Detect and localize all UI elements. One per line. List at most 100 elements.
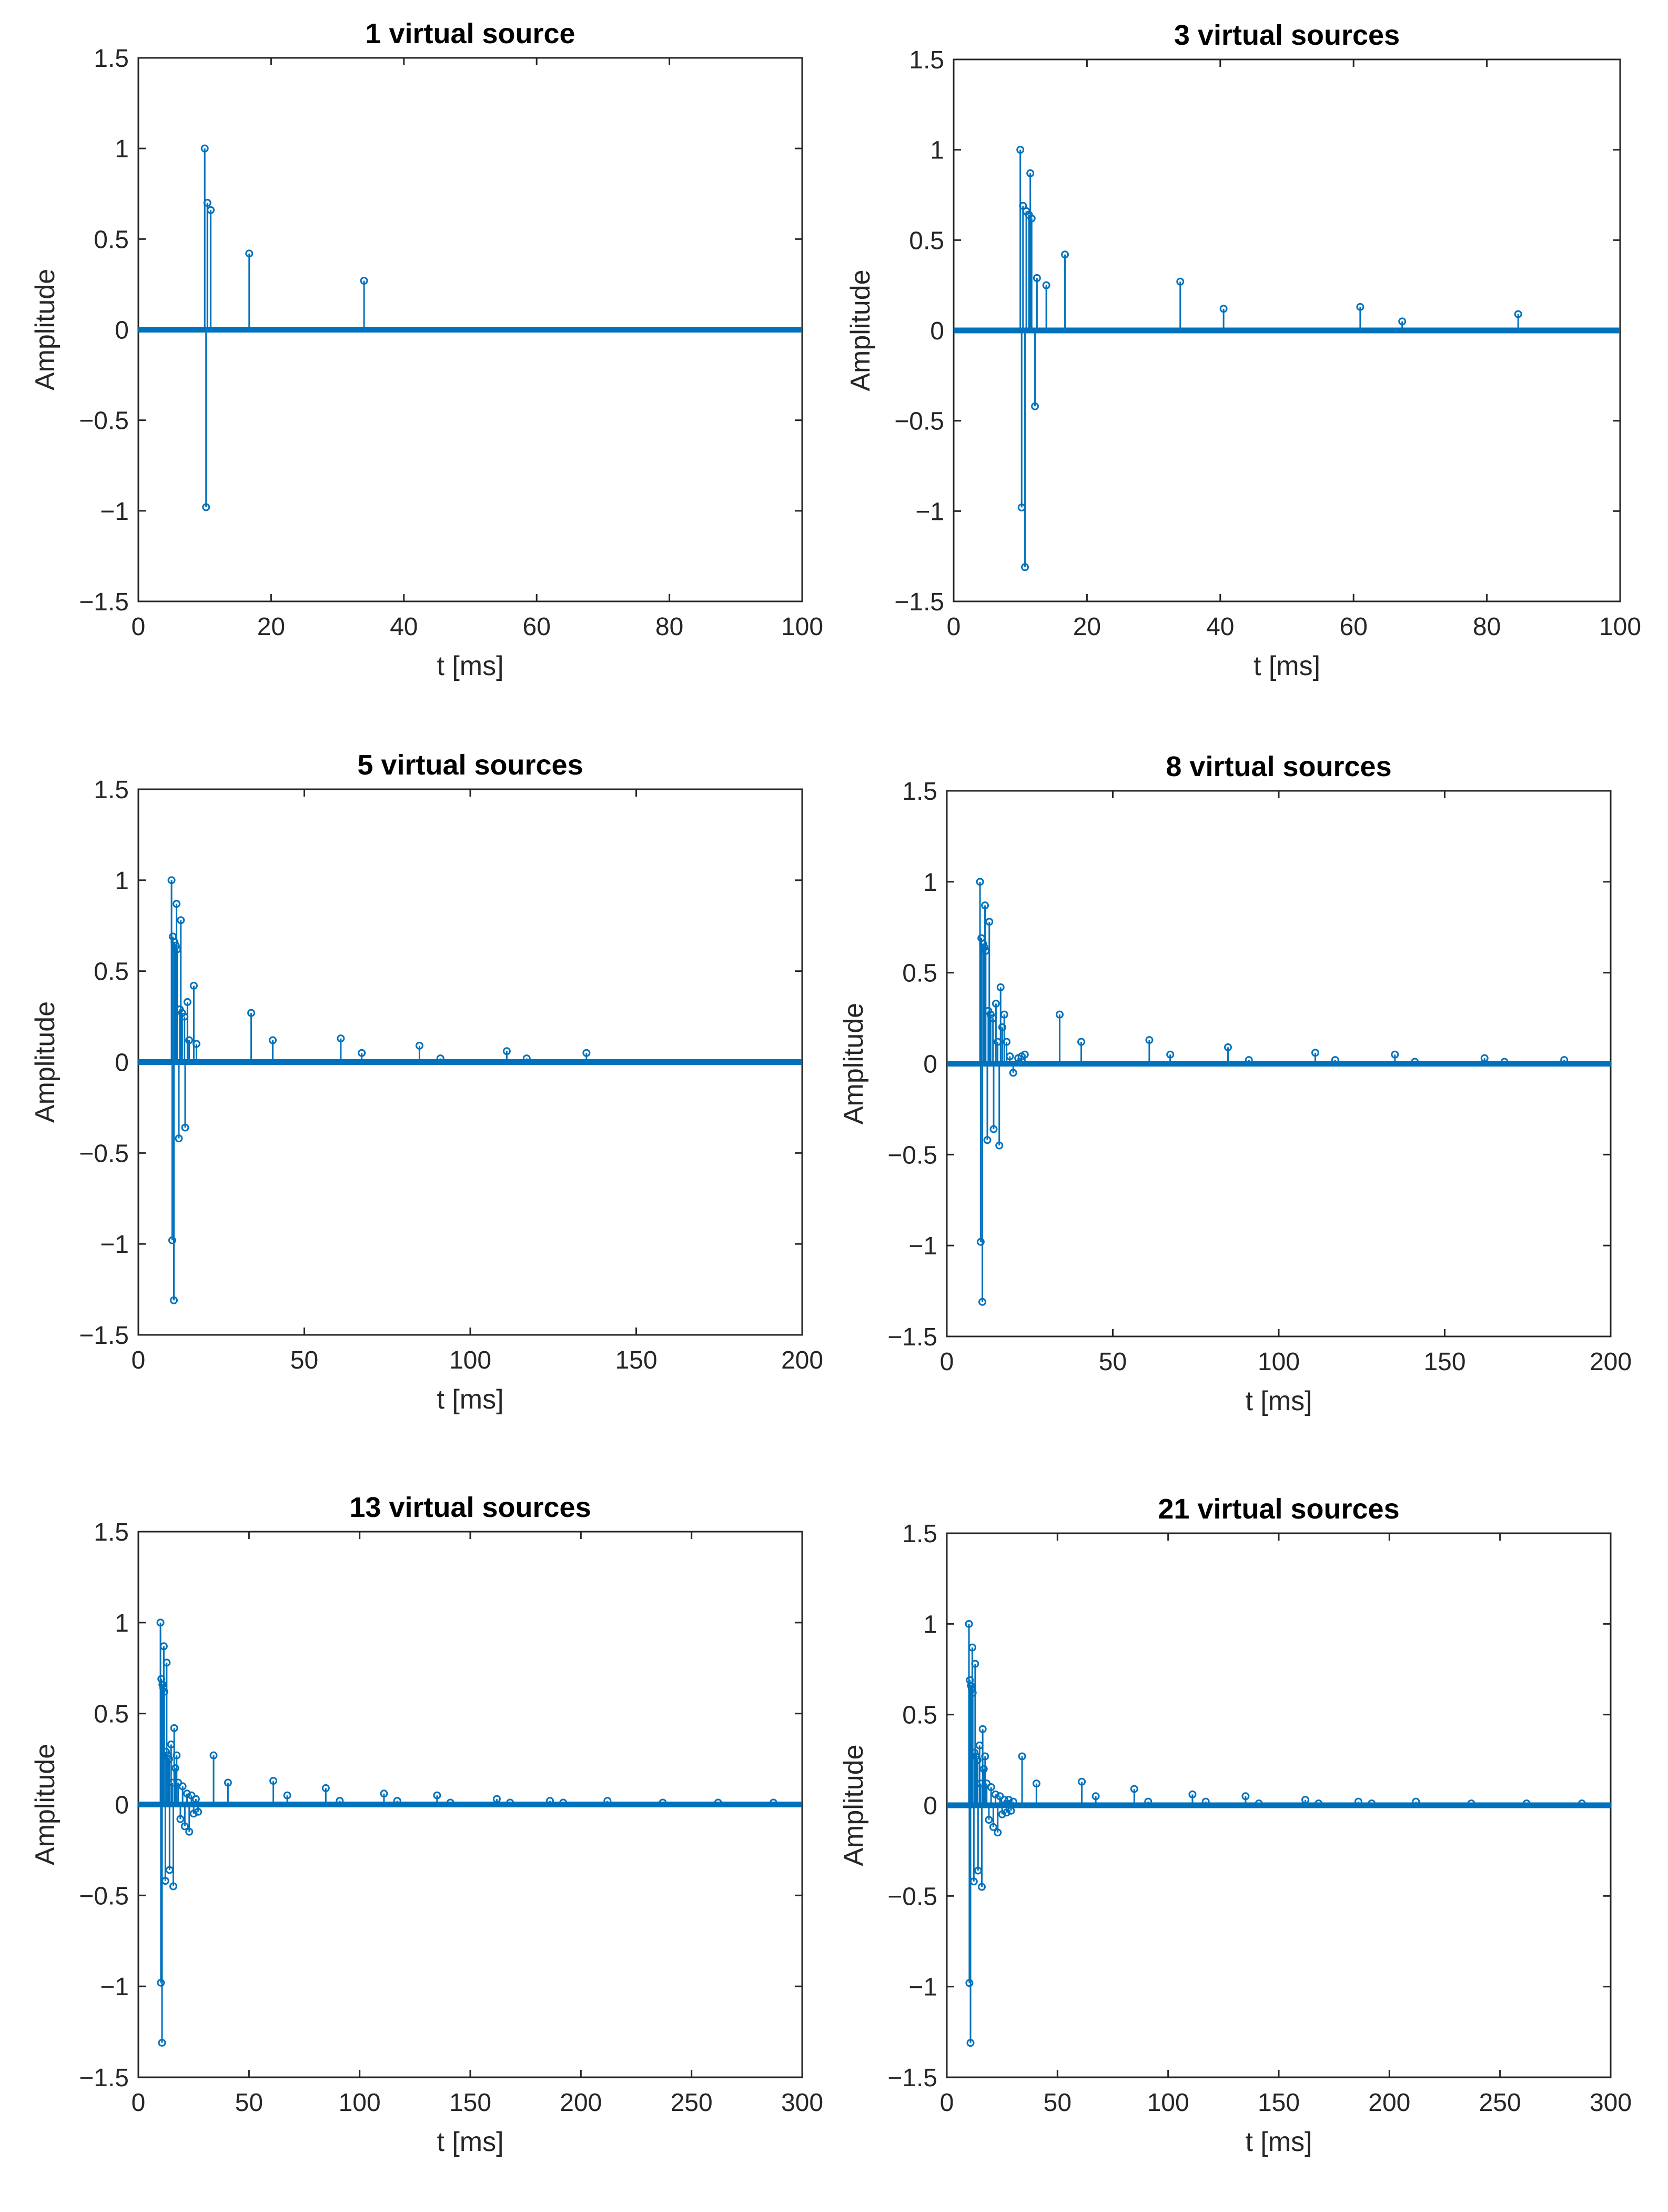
stem [1398,317,1407,330]
stem-marker [1311,1049,1319,1057]
stem-marker [1412,1797,1420,1806]
stem [1522,1799,1531,1808]
stem [1560,1056,1569,1064]
stem [1315,1799,1323,1808]
stem [1056,1010,1064,1064]
stem-marker [985,1816,993,1824]
y-tick-label: 1.5 [94,776,129,804]
x-tick-label: 100 [339,2089,381,2117]
x-axis-label: t [ms] [437,2127,503,2157]
stem [989,1063,998,1133]
subplot-1: 1 virtual source 0 20 40 60 80 100 1.5 1 0.5 0 −0.5… [30,18,823,681]
stem-marker [177,916,185,924]
stem [168,1062,176,1244]
stem [189,981,198,1062]
x-tick-label: 200 [1590,1348,1632,1376]
stem [158,1680,167,1805]
y-tick-label: −1 [100,1973,129,2001]
stem [1201,1797,1210,1806]
stem [358,1049,366,1062]
y-axis-label: Amplitude [30,1744,60,1865]
y-tick-label: 1 [115,867,129,895]
stem [183,998,191,1062]
stem-marker [1009,1069,1017,1077]
x-tick-label: 50 [1044,2089,1071,2117]
y-tick-label: 0.5 [909,227,944,255]
stem [1033,274,1041,330]
stem-marker [965,1620,973,1628]
stem [979,939,987,1064]
y-tick-label: −1.5 [79,1322,129,1350]
stem-marker [996,983,1005,991]
stem [191,1795,200,1805]
x-tick-label: 50 [235,2089,263,2117]
stem [522,1054,531,1063]
stem-marker [1398,317,1407,326]
stem-marker [180,1822,189,1831]
stem-marker [992,999,1000,1008]
x-tick-label: 0 [940,2089,954,2117]
stem [1411,1058,1419,1066]
x-tick-label: 300 [1590,2089,1632,2117]
stem [393,1797,401,1805]
stem [1130,1785,1138,1805]
stem [967,1682,975,1805]
x-tick-label: 150 [1258,2089,1300,2117]
stem-marker [1021,563,1029,571]
stem [965,1620,973,1805]
y-tick-label: 0.5 [94,958,129,986]
stem [659,1798,667,1807]
x-axis-label: t [ms] [437,651,503,681]
stem [1356,303,1364,330]
stem-marker [189,1809,198,1818]
stem-marker [224,1778,232,1787]
stem-marker [170,1296,178,1304]
stem-marker [157,1978,165,1987]
y-tick-label: −1.5 [887,1323,937,1351]
y-tick-label: −0.5 [79,1140,129,1168]
x-tick-label: 200 [560,2089,602,2117]
stem-marker [178,1782,187,1791]
stem-marker [1467,1799,1475,1808]
y-tick-label: −1.5 [79,2064,129,2092]
stem [269,1036,277,1062]
stem [966,1805,975,2047]
stem-marker [1578,1799,1586,1808]
stem [185,1804,194,1836]
stem [446,1798,454,1807]
stem [1224,1043,1232,1064]
stem-marker [170,938,179,946]
stem-marker [1000,1010,1008,1019]
stem [1241,1792,1250,1805]
x-axis-label: t [ms] [1245,1386,1312,1416]
y-tick-label: 1 [115,1610,129,1637]
stem-marker [1033,274,1041,282]
stem [1176,277,1185,330]
stem-marker [203,198,211,207]
stem-marker [173,900,181,908]
x-tick-label: 150 [1423,1348,1465,1376]
stem-marker [967,1682,975,1690]
stem [209,1751,218,1805]
stem-marker [983,1136,992,1144]
x-tick-label: 0 [132,613,146,641]
stem [245,249,254,330]
y-tick-label: 0 [923,1051,937,1079]
stem-marker [1091,1792,1100,1801]
stem-marker [995,1141,1004,1150]
stem [983,1063,992,1144]
stem-marker [559,1798,568,1807]
y-tick-label: 0.5 [94,1701,129,1728]
stem [995,1063,1004,1150]
stem-marker [191,1795,200,1803]
stem-marker [994,1828,1002,1837]
stem-marker [1006,1052,1014,1061]
stem [433,1791,441,1805]
stem-marker [1061,250,1069,259]
stem-marker [769,1798,777,1807]
y-tick-label: 0.5 [94,226,129,254]
stem [1219,305,1228,330]
stem-marker [1005,1796,1013,1804]
stem-marker [185,1827,194,1836]
